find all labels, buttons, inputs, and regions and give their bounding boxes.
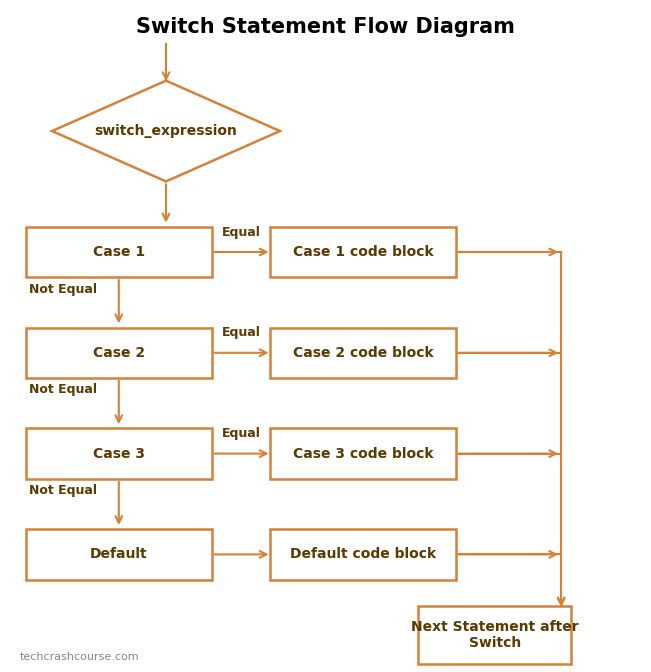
FancyBboxPatch shape <box>270 429 456 478</box>
Text: Default: Default <box>90 548 148 561</box>
Text: Switch Statement Flow Diagram: Switch Statement Flow Diagram <box>136 17 515 37</box>
FancyBboxPatch shape <box>26 227 212 277</box>
Polygon shape <box>52 81 280 181</box>
FancyBboxPatch shape <box>270 328 456 378</box>
FancyBboxPatch shape <box>270 227 456 277</box>
Text: Not Equal: Not Equal <box>29 383 97 396</box>
FancyBboxPatch shape <box>26 429 212 478</box>
FancyBboxPatch shape <box>26 530 212 579</box>
Text: Not Equal: Not Equal <box>29 484 97 497</box>
Text: Case 2 code block: Case 2 code block <box>292 346 434 360</box>
Text: Equal: Equal <box>221 226 260 239</box>
Text: Case 3: Case 3 <box>93 447 145 460</box>
Text: Equal: Equal <box>221 327 260 339</box>
Text: Case 3 code block: Case 3 code block <box>293 447 433 460</box>
FancyBboxPatch shape <box>26 328 212 378</box>
FancyBboxPatch shape <box>270 530 456 579</box>
Text: switch_expression: switch_expression <box>94 124 238 138</box>
Text: Case 2: Case 2 <box>92 346 145 360</box>
Text: Not Equal: Not Equal <box>29 282 97 296</box>
Text: Case 1 code block: Case 1 code block <box>292 245 434 259</box>
FancyBboxPatch shape <box>419 606 572 664</box>
Text: techcrashcourse.com: techcrashcourse.com <box>20 652 139 662</box>
Text: Case 1: Case 1 <box>92 245 145 259</box>
Text: Next Statement after
Switch: Next Statement after Switch <box>411 620 579 650</box>
Text: Default code block: Default code block <box>290 548 436 561</box>
Text: Equal: Equal <box>221 427 260 440</box>
